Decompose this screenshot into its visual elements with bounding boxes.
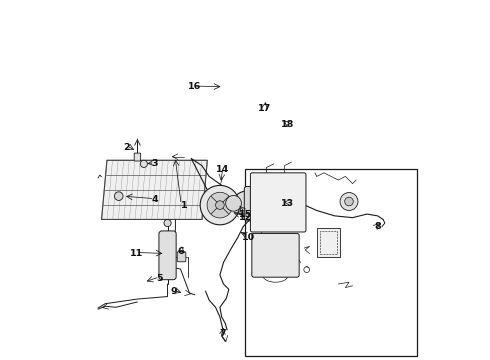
Polygon shape xyxy=(101,160,207,220)
Text: 15: 15 xyxy=(239,210,251,219)
Text: 18: 18 xyxy=(281,120,294,129)
Text: 2: 2 xyxy=(123,143,130,152)
FancyBboxPatch shape xyxy=(134,153,141,161)
Circle shape xyxy=(340,193,358,211)
FancyBboxPatch shape xyxy=(177,252,186,262)
Text: 3: 3 xyxy=(151,159,158,168)
Text: 5: 5 xyxy=(156,274,163,283)
Text: 16: 16 xyxy=(188,82,201,91)
Bar xyxy=(245,169,417,356)
Text: 9: 9 xyxy=(171,287,177,296)
Text: 6: 6 xyxy=(178,247,184,256)
Circle shape xyxy=(164,220,171,226)
Text: 4: 4 xyxy=(151,195,158,204)
FancyBboxPatch shape xyxy=(159,231,176,280)
FancyBboxPatch shape xyxy=(250,173,306,232)
Circle shape xyxy=(216,201,224,210)
Text: 12: 12 xyxy=(239,213,252,222)
Text: 8: 8 xyxy=(374,222,381,231)
Text: 7: 7 xyxy=(220,329,226,338)
Circle shape xyxy=(207,192,233,218)
Ellipse shape xyxy=(232,191,265,216)
Circle shape xyxy=(200,185,240,225)
Text: 17: 17 xyxy=(258,104,271,113)
FancyBboxPatch shape xyxy=(252,233,299,277)
Text: 1: 1 xyxy=(181,201,187,210)
FancyBboxPatch shape xyxy=(245,186,276,221)
Text: 11: 11 xyxy=(130,249,143,258)
Bar xyxy=(319,231,337,254)
Circle shape xyxy=(225,195,242,211)
Circle shape xyxy=(344,197,353,206)
Text: 14: 14 xyxy=(216,165,229,174)
Bar xyxy=(317,228,340,257)
Text: 13: 13 xyxy=(281,199,294,208)
Circle shape xyxy=(115,192,123,201)
Circle shape xyxy=(140,160,147,167)
Text: 10: 10 xyxy=(242,233,255,242)
